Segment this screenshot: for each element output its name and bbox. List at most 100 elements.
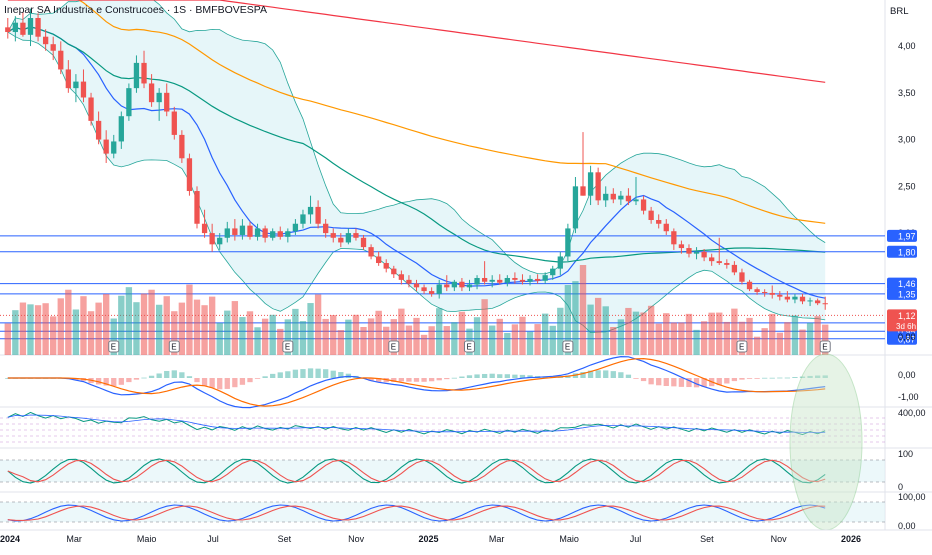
volume-bar	[420, 334, 428, 355]
macd-histogram-bar	[156, 373, 162, 378]
candle-body	[587, 172, 594, 196]
stochastic-d-line	[7, 459, 826, 483]
volume-bar	[458, 311, 466, 355]
macd-histogram-bar	[376, 378, 382, 383]
volume-bar	[526, 331, 534, 355]
volume-bar	[564, 285, 572, 355]
macd-histogram-bar	[406, 378, 412, 382]
volume-bar	[110, 318, 117, 355]
volume-bar	[34, 305, 42, 355]
volume-bar	[557, 307, 564, 355]
candle-body	[595, 172, 601, 201]
macd-histogram-bar	[330, 370, 336, 378]
candle-body	[118, 116, 124, 142]
candle-body	[35, 18, 41, 37]
volume-bar	[216, 322, 223, 355]
macd-histogram-bar	[451, 377, 457, 379]
time-axis-label: Nov	[771, 534, 788, 544]
price-line-label: 0,95	[898, 327, 916, 337]
price-line-label-bg	[887, 287, 917, 300]
macd-histogram-bar	[232, 378, 238, 388]
macd-histogram-bar	[489, 373, 495, 378]
volume-bar	[224, 310, 231, 355]
candle-body	[466, 284, 473, 288]
volume-bar	[579, 265, 587, 355]
macd-histogram-bar	[769, 377, 775, 379]
volume-bar	[133, 302, 140, 355]
macd-histogram-bar	[338, 372, 344, 378]
pane5-signal-line	[7, 505, 826, 521]
chart-title[interactable]: Inepar SA Industria e Construcoes · 1S ·…	[4, 4, 268, 16]
volume-bar	[587, 304, 594, 355]
volume-bar	[504, 332, 511, 355]
pane3-signal-line	[7, 414, 826, 433]
volume-bar	[776, 332, 783, 355]
candle-body	[148, 83, 155, 103]
macd-histogram-bar	[413, 378, 420, 382]
macd-histogram-bar	[481, 373, 488, 378]
macd-histogram-bar	[504, 374, 510, 378]
candle-body	[224, 228, 230, 238]
macd-histogram-bar	[224, 378, 230, 389]
pane5-tick-label: 100,00	[898, 492, 926, 502]
volume-bar	[50, 316, 57, 355]
sma-long-line	[7, 0, 826, 83]
macd-histogram-bar	[194, 378, 200, 383]
volume-bar	[254, 327, 261, 355]
volume-bar	[322, 318, 329, 355]
volume-bar	[519, 316, 526, 355]
candle-body	[762, 292, 768, 294]
price-line-label-bg	[887, 229, 917, 242]
candle-body	[406, 279, 412, 284]
macd-histogram-bar	[428, 378, 435, 382]
macd-histogram-bar	[762, 377, 768, 379]
volume-bar	[72, 309, 80, 355]
volume-bar	[549, 325, 556, 355]
time-axis-label: Mar	[66, 534, 82, 544]
candle-body	[164, 92, 170, 112]
macd-histogram-bar	[587, 370, 594, 378]
currency-label[interactable]: BRL	[890, 6, 909, 17]
volume-bar	[360, 327, 367, 355]
earnings-marker-box	[168, 340, 180, 353]
macd-histogram-bar	[754, 378, 760, 379]
volume-bar	[708, 312, 715, 355]
macd-histogram-bar	[822, 375, 828, 378]
volume-bar	[625, 307, 632, 355]
volume-bar	[12, 310, 19, 355]
volume-bar	[345, 319, 352, 355]
macd-histogram-bar	[497, 374, 503, 378]
macd-histogram-bar	[799, 376, 806, 378]
candle-body	[383, 263, 389, 269]
candle-body	[65, 69, 71, 89]
sma-slow-line	[77, 0, 826, 224]
candle-body	[618, 195, 624, 200]
macd-histogram-bar	[436, 378, 442, 381]
candle-body	[739, 272, 745, 282]
candle-body	[277, 231, 283, 237]
candle-body	[345, 233, 352, 243]
pane4-tick-label: 0	[898, 482, 903, 492]
volume-bar	[716, 312, 723, 355]
candle-body	[73, 81, 79, 89]
volume-bar	[678, 322, 685, 355]
candle-body	[95, 120, 102, 140]
volume-bar	[261, 318, 269, 355]
candle-body	[648, 210, 654, 221]
macd-histogram-bar	[671, 378, 677, 387]
earnings-marker-box	[562, 340, 574, 353]
volume-bar	[670, 322, 678, 355]
bollinger-lower-line	[7, 31, 826, 334]
volume-bar	[314, 294, 322, 355]
macd-histogram-bar	[111, 378, 117, 386]
macd-histogram-bar	[731, 378, 738, 382]
candle-body	[156, 92, 162, 103]
volume-bar	[277, 328, 284, 355]
macd-histogram-bar	[247, 378, 253, 383]
candle-body	[504, 277, 510, 283]
earnings-marker-label: E	[391, 343, 396, 352]
volume-bar	[398, 308, 405, 355]
candle-body	[489, 279, 495, 282]
candle-body	[428, 291, 435, 294]
